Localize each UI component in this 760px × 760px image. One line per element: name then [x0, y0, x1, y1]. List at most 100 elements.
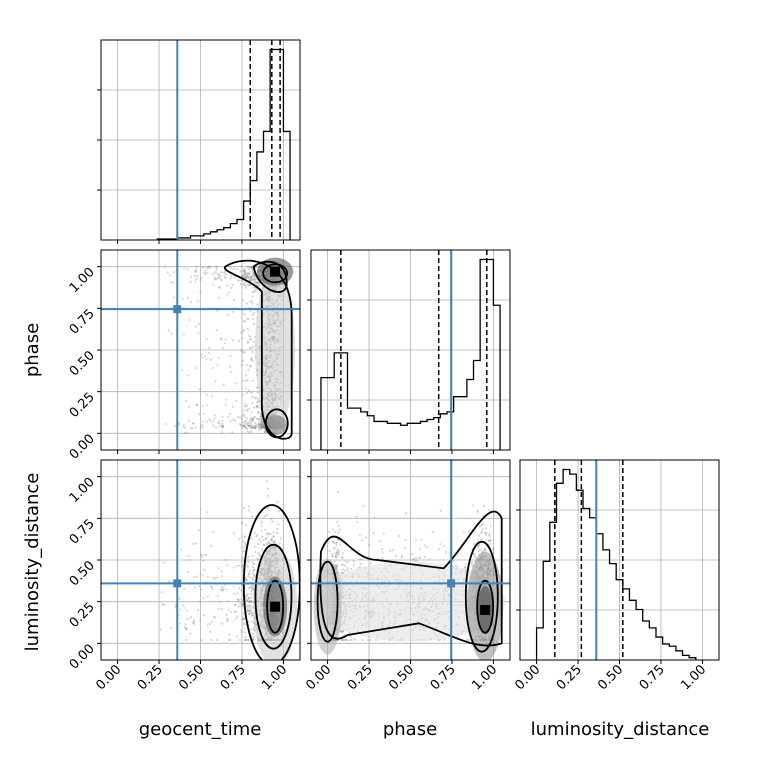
sample-point	[243, 313, 246, 316]
sample-point	[249, 609, 252, 612]
sample-point	[240, 629, 243, 632]
sample-point	[258, 423, 261, 426]
sample-point	[166, 271, 169, 274]
sample-point	[250, 420, 254, 423]
x-tick-label: 1.00	[259, 662, 290, 693]
sample-point	[212, 272, 215, 275]
sample-point	[368, 544, 371, 547]
sample-point	[247, 421, 250, 425]
sample-point	[346, 560, 350, 564]
sample-point	[221, 426, 224, 429]
sample-point	[249, 300, 252, 303]
sample-point	[251, 402, 254, 405]
sample-point	[480, 538, 483, 541]
sample-point	[251, 395, 254, 399]
sample-point	[243, 284, 246, 287]
sample-point	[223, 271, 226, 274]
sample-point	[352, 564, 356, 567]
sample-point	[212, 615, 215, 618]
sample-point	[257, 397, 260, 401]
sample-point	[255, 425, 258, 428]
sample-point	[177, 423, 181, 426]
sample-point	[260, 422, 263, 425]
sample-point	[217, 296, 221, 299]
sample-point	[355, 515, 358, 518]
sample-point	[245, 426, 248, 429]
sample-point	[234, 419, 237, 422]
sample-point	[227, 609, 230, 612]
sample-point	[267, 533, 271, 536]
histogram-step-luminosity_distance	[535, 468, 697, 660]
sample-point	[468, 530, 471, 533]
sample-point	[335, 566, 339, 569]
sample-point	[250, 600, 253, 603]
sample-point	[260, 424, 264, 427]
sample-point	[245, 422, 248, 425]
sample-point	[230, 267, 233, 270]
sample-point	[261, 548, 264, 551]
sample-point	[253, 545, 256, 549]
sample-point	[232, 418, 235, 422]
sample-point	[336, 491, 339, 494]
y-tick-label: 0.25	[67, 390, 98, 421]
sample-point	[251, 585, 255, 589]
sample-point	[174, 605, 177, 609]
sample-point	[251, 295, 254, 298]
sample-point	[257, 558, 261, 562]
sample-point	[382, 532, 385, 535]
sample-point	[476, 538, 479, 541]
sample-point	[241, 274, 245, 277]
sample-point	[243, 424, 246, 427]
sample-point	[263, 515, 267, 518]
sample-point	[250, 357, 253, 360]
sample-point	[260, 520, 263, 523]
sample-point	[250, 592, 253, 596]
sample-point	[333, 560, 336, 563]
sample-point	[426, 546, 429, 549]
sample-point	[403, 546, 406, 550]
sample-point	[246, 422, 249, 425]
sample-point	[270, 538, 273, 541]
sample-point	[270, 518, 273, 521]
sample-point	[241, 617, 244, 620]
sample-point	[366, 638, 369, 642]
sample-point	[265, 479, 268, 483]
sample-point	[244, 403, 247, 406]
sample-point	[256, 280, 259, 284]
sample-point	[244, 379, 248, 383]
sample-point	[248, 599, 251, 603]
sample-point	[240, 426, 243, 430]
sample-point	[248, 509, 251, 512]
sample-point	[243, 425, 246, 429]
sample-point	[477, 534, 481, 537]
sample-point	[246, 272, 250, 275]
sample-point	[251, 313, 254, 316]
sample-point	[252, 573, 255, 576]
sample-point	[195, 403, 198, 407]
panel-phase-hist	[311, 250, 510, 450]
sample-point	[250, 265, 253, 268]
sample-point	[250, 358, 253, 361]
sample-point	[488, 534, 491, 537]
sample-point	[228, 265, 231, 268]
sample-point	[197, 529, 201, 532]
sample-point	[256, 533, 259, 537]
sample-point	[211, 366, 214, 370]
sample-point	[265, 537, 268, 540]
sample-point	[192, 619, 196, 622]
sample-point	[423, 544, 426, 547]
sample-point	[335, 551, 338, 554]
sample-point	[257, 406, 260, 409]
sample-point	[181, 297, 184, 300]
sample-point	[252, 562, 256, 565]
sample-point	[242, 282, 245, 286]
sample-point	[212, 577, 215, 580]
sample-point	[391, 549, 394, 552]
sample-point	[174, 424, 177, 428]
sample-point	[246, 410, 249, 413]
sample-point	[248, 364, 251, 367]
sample-point	[338, 549, 341, 553]
sample-point	[252, 583, 255, 587]
sample-point	[215, 638, 219, 642]
sample-point	[250, 266, 253, 270]
